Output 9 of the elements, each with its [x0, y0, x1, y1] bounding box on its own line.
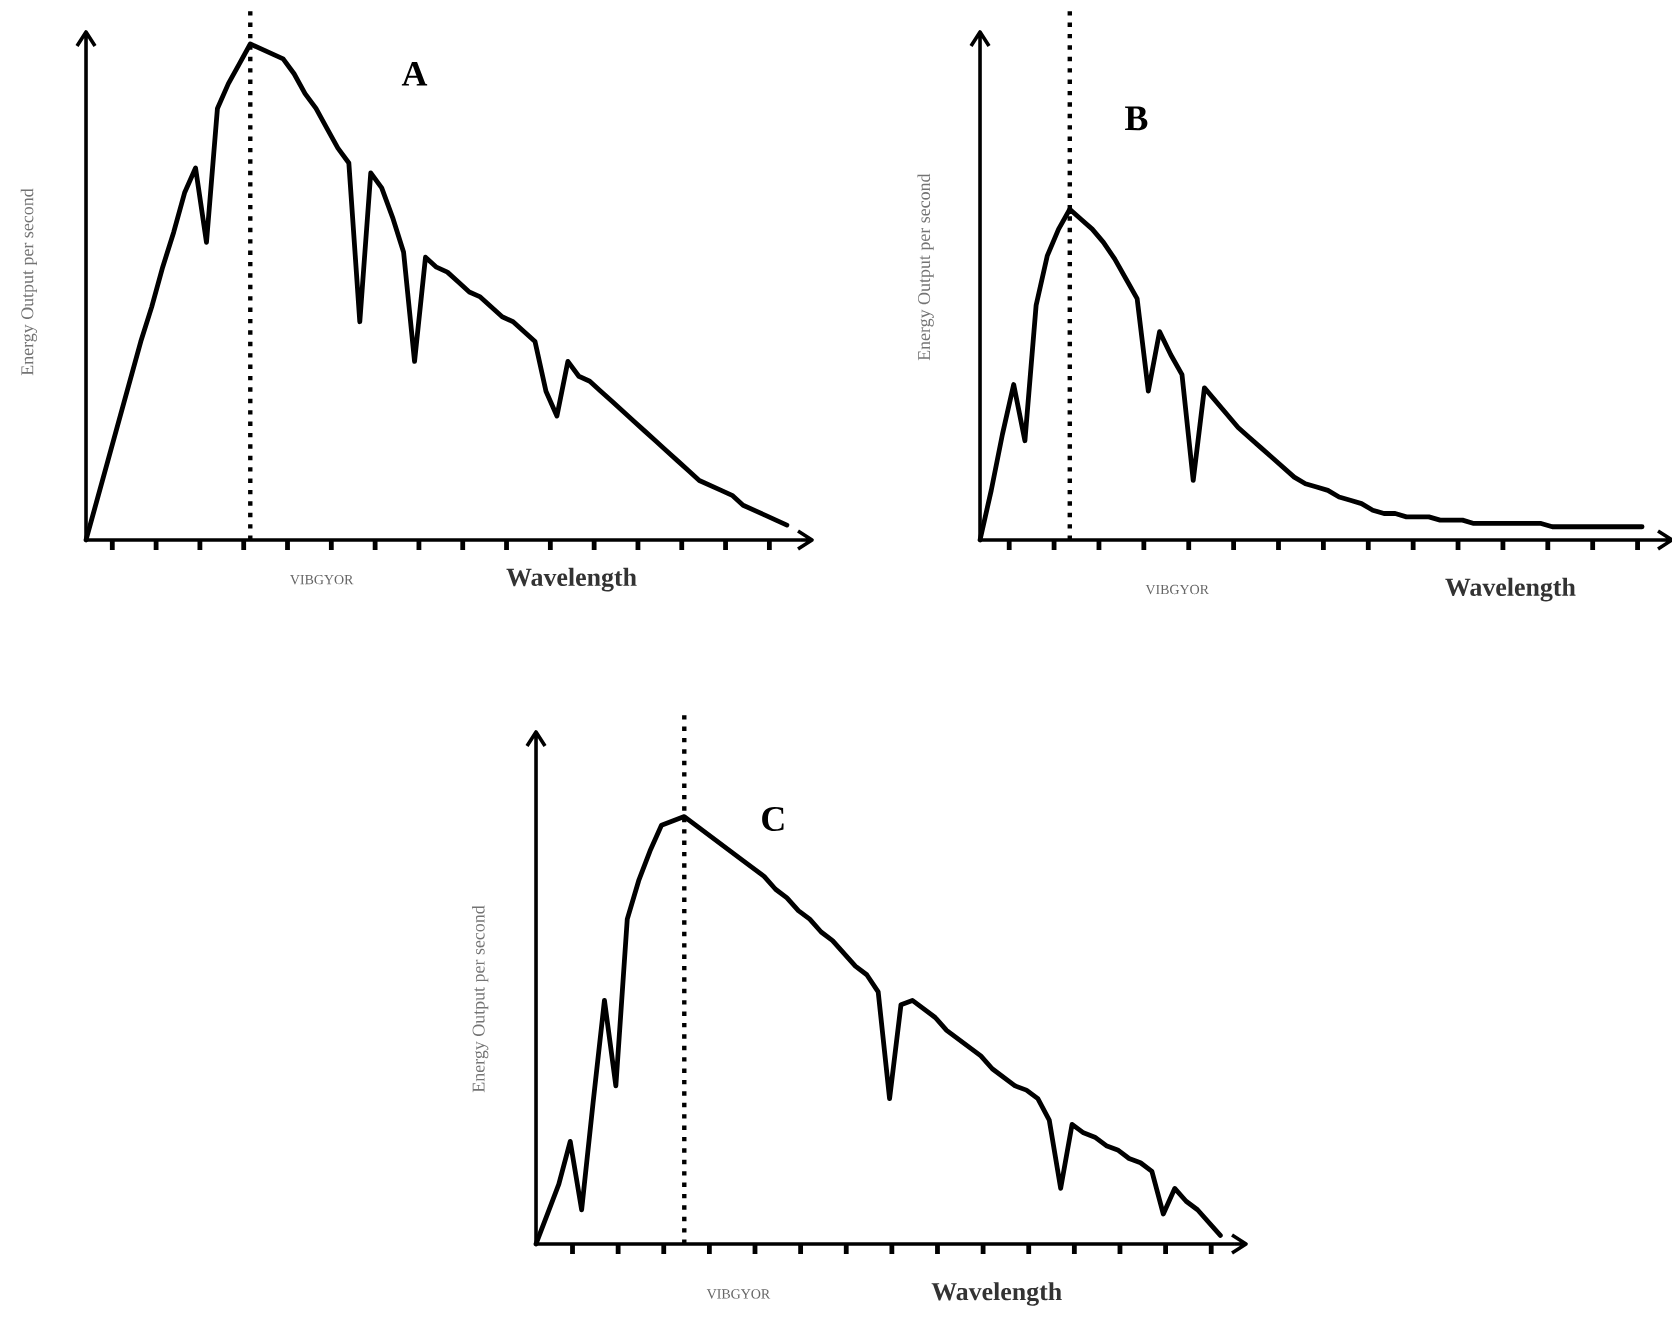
y-axis-title: Energy Output per second	[20, 188, 38, 376]
chart-title: B	[1125, 106, 1148, 131]
x-axis-title: Wavelength	[1445, 577, 1576, 602]
y-axis-title: Energy Output per second	[472, 905, 489, 1093]
chart-title: A	[401, 61, 428, 86]
x-axis-title: Wavelength	[506, 567, 637, 592]
y-axis-title: Energy Output per second	[917, 173, 934, 361]
x-axis-title: Wavelength	[931, 1282, 1062, 1306]
chart-title: C	[762, 806, 784, 832]
